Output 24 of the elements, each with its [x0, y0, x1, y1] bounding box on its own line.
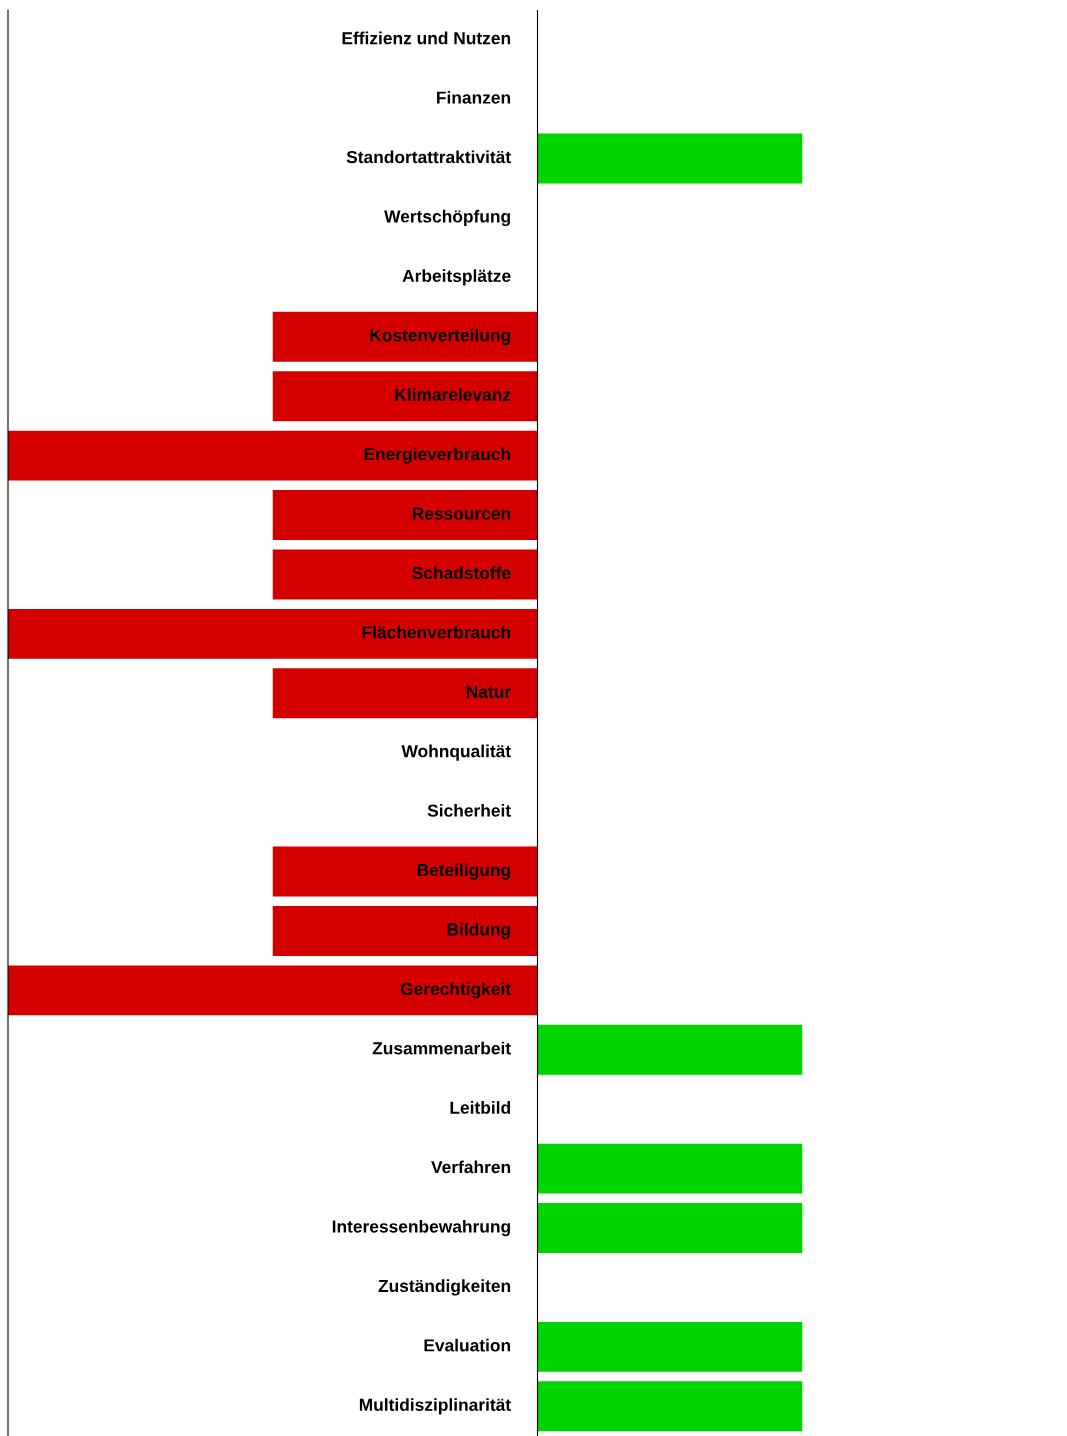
y-tick-label: Gerechtigkeit: [400, 982, 511, 999]
y-tick-label: Schadstoffe: [412, 566, 511, 580]
y-tick-label: Klimarelevanz: [395, 388, 511, 401]
y-tick-label: Zusammenarbeit: [372, 1041, 511, 1055]
y-tick-label: Evaluation: [424, 1338, 511, 1352]
y-tick-label: Wohnqualität: [401, 744, 511, 761]
y-tick-label: Ressourcen: [412, 507, 511, 520]
y-tick-label: Interessenbewahrung: [332, 1219, 510, 1237]
y-tick-label: Sicherheit: [427, 804, 511, 817]
y-tick-label: Kostenverteilung: [370, 328, 510, 345]
y-tick-label: Energieverbrauch: [364, 447, 511, 464]
y-tick-label: Leitbild: [450, 1101, 510, 1114]
y-tick-label: Finanzen: [437, 91, 511, 104]
y-tick-label: Bildung: [447, 922, 510, 940]
y-tick-label: Beteiligung: [417, 863, 510, 880]
y-tick-label: Arbeitsplätze: [402, 269, 511, 286]
y-tick-label: Flächenverbrauch: [362, 625, 511, 639]
y-tick-label: Wertschöpfung: [384, 209, 510, 227]
y-tick-label: Standortattraktivität: [346, 150, 511, 164]
y-tick-label: Multidisziplinarität: [359, 1398, 511, 1415]
y-tick-label: Natur: [466, 685, 511, 698]
y-tick-label: Effizienz und Nutzen: [342, 31, 511, 45]
y-tick-label: Verfahren: [431, 1160, 511, 1174]
y-tick-label: Zuständigkeiten: [378, 1279, 511, 1296]
